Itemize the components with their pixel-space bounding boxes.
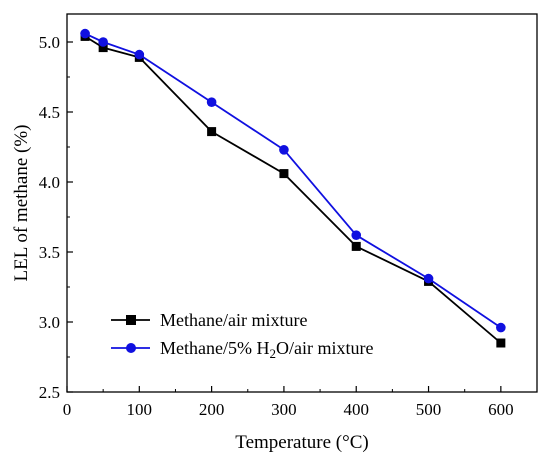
data-point-square bbox=[207, 127, 217, 137]
series-2 bbox=[80, 28, 506, 333]
legend-marker-square bbox=[126, 315, 136, 325]
series-1 bbox=[80, 31, 506, 348]
data-point-circle bbox=[98, 37, 108, 47]
x-tick-labels: 0 100 200 300 400 500 600 bbox=[63, 400, 514, 419]
legend: Methane/air mixture Methane/5% H2O/air m… bbox=[111, 310, 373, 361]
y-tick-label: 4.5 bbox=[39, 103, 60, 122]
data-point-circle bbox=[206, 97, 217, 107]
x-tick-label: 0 bbox=[63, 400, 72, 419]
legend-entry-methane-h2o-air: Methane/5% H2O/air mixture bbox=[111, 338, 373, 361]
data-point-square bbox=[279, 169, 289, 179]
x-tick-label: 400 bbox=[343, 400, 369, 419]
x-tick-label: 300 bbox=[271, 400, 297, 419]
y-tick-label: 3.0 bbox=[39, 313, 60, 332]
data-point-circle bbox=[423, 273, 434, 284]
series-line bbox=[84, 32, 502, 329]
data-point-square bbox=[351, 241, 361, 251]
series-line bbox=[84, 35, 502, 344]
legend-entry-methane-air: Methane/air mixture bbox=[111, 310, 307, 330]
data-point-circle bbox=[279, 145, 289, 155]
data-point-circle bbox=[351, 230, 362, 240]
y-axis-title: LEL of methane (%) bbox=[11, 124, 32, 281]
data-point-circle bbox=[134, 49, 145, 60]
y-tick-label: 4.0 bbox=[39, 173, 60, 192]
legend-label-methane-h2o-air: Methane/5% H2O/air mixture bbox=[160, 338, 373, 361]
y-tick-label: 3.5 bbox=[39, 243, 60, 262]
legend-marker-circle bbox=[126, 343, 136, 353]
y-tick-labels: 2.5 3.0 3.5 4.0 4.5 5.0 bbox=[39, 33, 60, 402]
data-point-circle bbox=[80, 28, 90, 39]
data-point-circle bbox=[496, 322, 506, 333]
x-axis-title: Temperature (°C) bbox=[235, 432, 368, 453]
x-tick-label: 100 bbox=[127, 400, 153, 419]
data-point-square bbox=[98, 43, 108, 53]
x-tick-label: 500 bbox=[416, 400, 442, 419]
y-tick-label: 5.0 bbox=[39, 33, 60, 52]
x-tick-label: 600 bbox=[488, 400, 514, 419]
data-point-square bbox=[496, 338, 506, 348]
legend-label-methane-air: Methane/air mixture bbox=[160, 310, 307, 330]
tick-marks bbox=[66, 41, 502, 393]
plot-frame bbox=[66, 13, 538, 393]
x-tick-label: 200 bbox=[199, 400, 225, 419]
y-tick-label: 2.5 bbox=[39, 383, 60, 402]
series-layer bbox=[80, 28, 506, 348]
